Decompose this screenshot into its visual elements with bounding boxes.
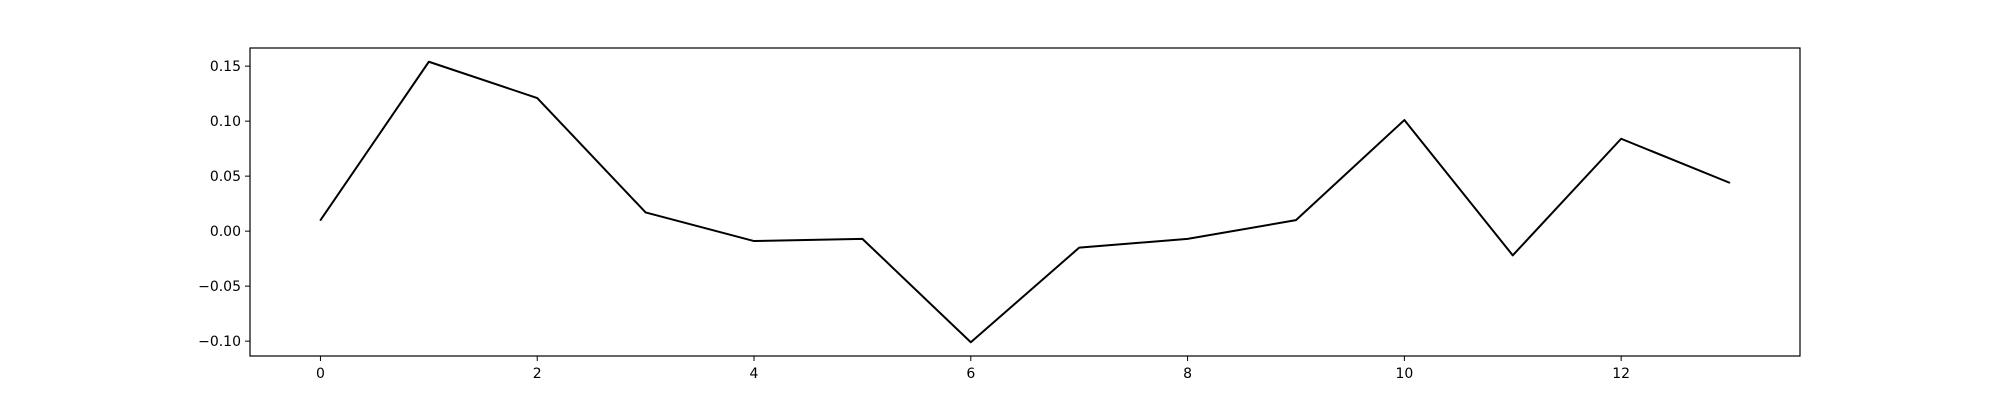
x-tick-label: 6: [966, 366, 975, 382]
y-tick-label: −0.10: [198, 334, 241, 350]
data-point: [1728, 181, 1731, 184]
data-point: [861, 238, 864, 240]
data-point: [1295, 219, 1297, 221]
y-tick-label: 0.10: [210, 114, 241, 130]
x-tick-label: 12: [1612, 366, 1630, 382]
data-point: [1620, 137, 1622, 140]
data-point: [644, 211, 647, 214]
plot-area-frame: [249, 47, 1801, 357]
y-tick-label: 0.15: [210, 59, 241, 75]
y-tick-label: 0.05: [210, 169, 241, 185]
data-point: [319, 219, 322, 221]
y-axis: 0.15 0.10 0.05 0.00 −0.05 −0.10: [198, 59, 250, 350]
x-tick-label: 2: [533, 366, 542, 382]
data-point: [753, 240, 755, 242]
data-point: [970, 341, 972, 344]
data-point: [1078, 246, 1080, 249]
data-point: [1186, 238, 1189, 240]
x-tick-label: 10: [1395, 366, 1413, 382]
x-axis: 0 2 4 6 8 10 12: [316, 356, 1630, 382]
y-tick-label: −0.05: [198, 279, 241, 295]
series-line: [319, 60, 1730, 344]
data-point: [1511, 254, 1514, 257]
x-tick-label: 0: [316, 366, 325, 382]
data-point: [1403, 119, 1406, 121]
x-tick-label: 4: [750, 366, 759, 382]
series-layer: [319, 60, 1731, 344]
data-point: [428, 60, 430, 63]
x-tick-label: 8: [1183, 366, 1192, 382]
data-point: [536, 97, 539, 99]
y-tick-label: 0.00: [210, 224, 241, 240]
